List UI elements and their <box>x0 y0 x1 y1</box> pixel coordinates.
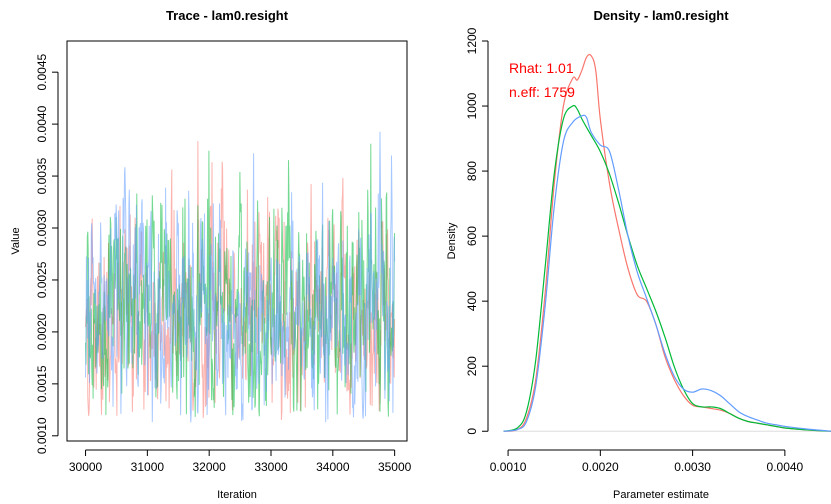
density-series-3 <box>503 114 831 432</box>
density-series-2 <box>503 104 831 432</box>
trace-series-group <box>85 131 396 423</box>
trace-series-2 <box>85 143 396 417</box>
trace-x-tick-label: 32000 <box>192 460 226 474</box>
density-y-tick-label: 1200 <box>465 27 479 54</box>
density-y-tick-label: 200 <box>465 356 479 376</box>
trace-title: Trace - lam0.resight <box>166 8 289 23</box>
density-y-tick-label: 800 <box>465 161 479 181</box>
neff-annotation: n.eff: 1759 <box>509 84 575 100</box>
trace-y-tick-label: 0.0030 <box>35 209 49 246</box>
trace-y-tick-label: 0.0010 <box>35 417 49 454</box>
trace-y-tick-label: 0.0045 <box>35 53 49 90</box>
trace-y-tick-label: 0.0015 <box>35 365 49 402</box>
density-x-axis: 0.0010 0.0020 0.0030 0.0040 <box>490 449 804 474</box>
rhat-annotation: Rhat: 1.01 <box>509 60 574 76</box>
density-x-tick-label: 0.0040 <box>767 460 804 474</box>
trace-x-tick-label: 33000 <box>254 460 288 474</box>
trace-x-tick-label: 34000 <box>316 460 350 474</box>
trace-x-tick-label: 31000 <box>131 460 165 474</box>
trace-panel: Trace - lam0.resight 30000 31000 32000 3300… <box>10 8 412 501</box>
density-y-tick-label: 0 <box>465 428 479 435</box>
density-y-tick-label: 1000 <box>465 92 479 119</box>
density-x-label: Parameter estimate <box>613 489 709 501</box>
density-y-label: Density <box>446 222 458 259</box>
trace-series-3 <box>85 131 396 423</box>
density-title: Density - lam0.resight <box>593 8 729 23</box>
density-x-tick-label: 0.0010 <box>490 460 527 474</box>
density-y-tick-label: 400 <box>465 291 479 311</box>
trace-y-tick-label: 0.0025 <box>35 261 49 298</box>
trace-plot-frame <box>66 40 408 442</box>
density-y-tick-label: 600 <box>465 226 479 246</box>
density-x-tick-label: 0.0020 <box>582 460 619 474</box>
density-y-axis: 0 200 400 600 800 1000 1200 <box>465 27 489 435</box>
trace-x-label: Iteration <box>217 489 257 501</box>
density-x-tick-label: 0.0030 <box>674 460 711 474</box>
density-series-group <box>503 53 831 432</box>
trace-y-axis: 0.0010 0.0015 0.0020 0.0025 0.0030 0.0035 0.00… <box>35 53 59 454</box>
trace-y-tick-label: 0.0035 <box>35 157 49 194</box>
trace-x-axis: 30000 31000 32000 33000 34000 35000 <box>69 449 412 474</box>
density-panel: Density - lam0.resight 0.0010 0.0020 0.003… <box>446 8 831 501</box>
trace-y-tick-label: 0.0040 <box>35 105 49 142</box>
trace-y-label: Value <box>10 227 22 254</box>
density-series-1 <box>503 53 831 432</box>
trace-x-tick-label: 35000 <box>378 460 412 474</box>
trace-y-tick-label: 0.0020 <box>35 313 49 350</box>
trace-x-tick-label: 30000 <box>69 460 103 474</box>
